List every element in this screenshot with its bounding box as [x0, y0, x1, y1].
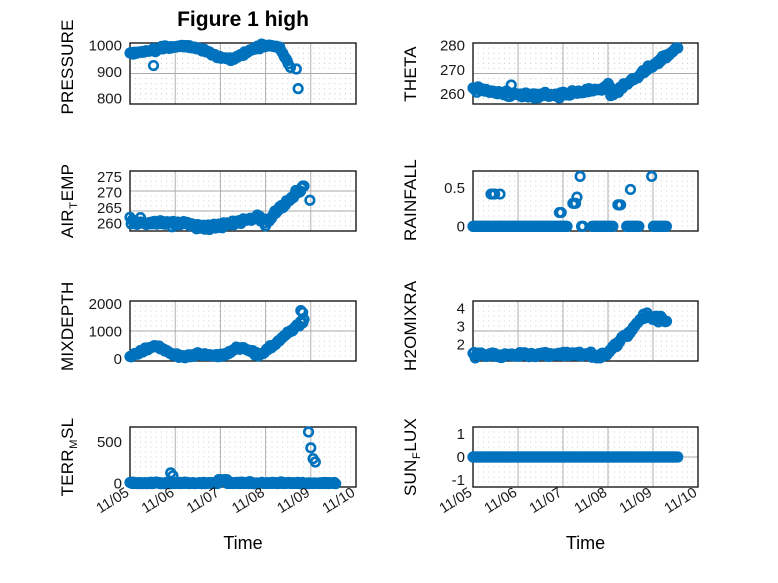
svg-text:0: 0	[114, 351, 122, 368]
svg-text:2000: 2000	[89, 296, 122, 313]
svg-text:4: 4	[457, 300, 465, 317]
svg-text:Figure 1 high: Figure 1 high	[177, 8, 309, 31]
svg-text:275: 275	[97, 169, 122, 186]
svg-text:2: 2	[457, 337, 465, 354]
svg-text:265: 265	[97, 200, 122, 217]
svg-text:0: 0	[457, 218, 465, 235]
svg-text:260: 260	[440, 86, 465, 103]
svg-text:270: 270	[97, 185, 122, 202]
svg-text:270: 270	[440, 62, 465, 79]
svg-text:1000: 1000	[89, 323, 122, 340]
svg-text:800: 800	[97, 91, 122, 108]
svg-text:900: 900	[97, 64, 122, 81]
svg-text:3: 3	[457, 318, 465, 335]
svg-text:0.5: 0.5	[444, 180, 465, 197]
svg-text:1000: 1000	[89, 38, 122, 55]
svg-text:280: 280	[440, 37, 465, 54]
svg-text:260: 260	[97, 215, 122, 232]
svg-text:500: 500	[97, 434, 122, 451]
